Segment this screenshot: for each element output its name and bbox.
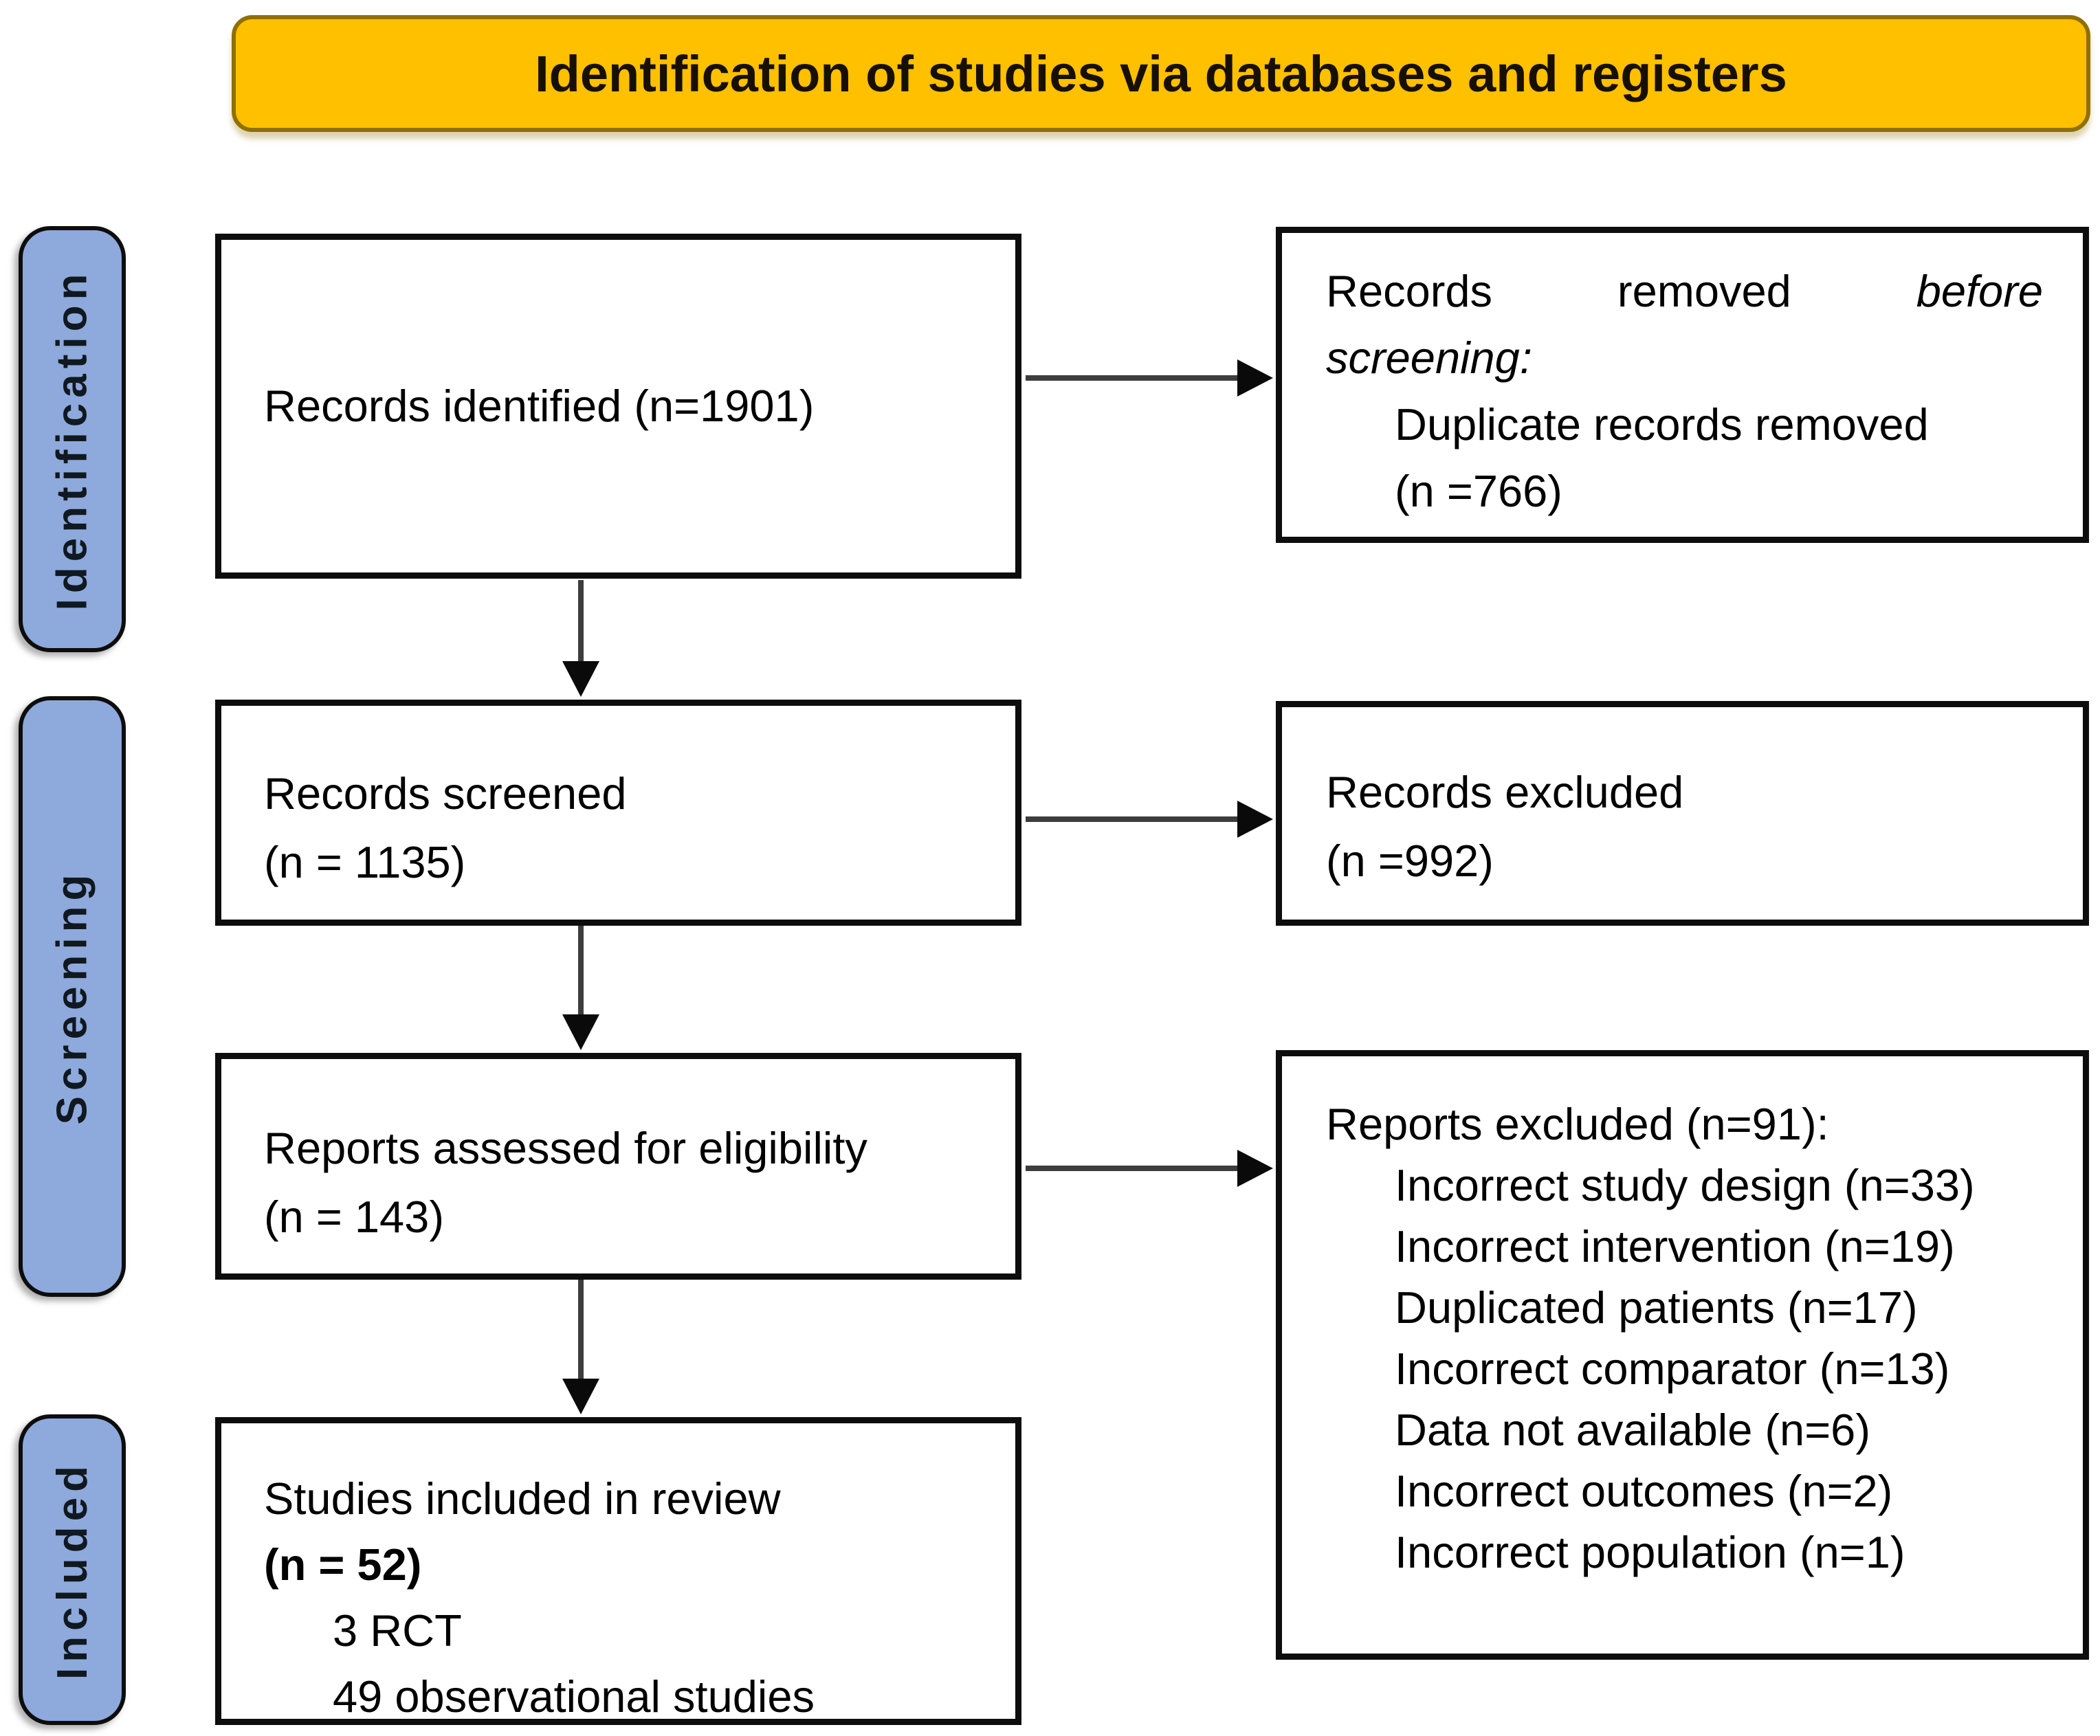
stage-label-identification-text: Identification (48, 268, 96, 610)
arrow-right-icon (1237, 1150, 1273, 1187)
records-removed-word2: removed (1617, 266, 1791, 316)
records-removed-word1: Records (1326, 266, 1493, 316)
box-reports-assessed: Reports assessed for eligibility (n = 14… (215, 1053, 1021, 1280)
box-reports-excluded: Reports excluded (n=91): Incorrect study… (1276, 1050, 2089, 1660)
arrow-down-icon (562, 661, 599, 697)
arrow-right-icon (1237, 359, 1273, 397)
box-studies-included: Studies included in review (n = 52) 3 RC… (215, 1417, 1021, 1725)
records-removed-line2: screening: (1326, 333, 1532, 383)
records-excluded-line1: Records excluded (1326, 767, 1684, 817)
exclusion-reason: Incorrect comparator (n=13) (1395, 1344, 1950, 1394)
reports-assessed-line1: Reports assessed for eligibility (264, 1123, 867, 1173)
reports-excluded-heading: Reports excluded (n=91): (1326, 1099, 1829, 1149)
arrow-down-icon (562, 1014, 599, 1050)
stage-label-included-text: Included (48, 1460, 96, 1680)
records-excluded-line2: (n =992) (1326, 836, 1494, 886)
duplicate-records-count: (n =766) (1395, 466, 1562, 516)
exclusion-reason: Data not available (n=6) (1395, 1405, 1870, 1455)
box-records-removed-before-screening: Records removed before screening: Duplic… (1276, 227, 2089, 543)
box-records-screened: Records screened (n = 1135) (215, 700, 1021, 926)
duplicate-records-removed: Duplicate records removed (1395, 399, 1929, 449)
arrow-down-icon (562, 1379, 599, 1414)
stage-label-included: Included (19, 1414, 126, 1725)
records-screened-line1: Records screened (264, 768, 627, 819)
exclusion-reason: Duplicated patients (n=17) (1395, 1282, 1918, 1333)
exclusion-reason: Incorrect population (n=1) (1395, 1527, 1905, 1577)
studies-included-line1: Studies included in review (264, 1473, 781, 1524)
records-screened-line2: (n = 1135) (264, 837, 466, 887)
studies-included-rct: 3 RCT (333, 1605, 462, 1656)
banner-title: Identification of studies via databases … (535, 45, 1787, 102)
box-records-excluded: Records excluded (n =992) (1276, 701, 2089, 926)
records-removed-word3: before (1916, 266, 2043, 316)
stage-label-screening: Screening (19, 696, 126, 1297)
reports-assessed-line2: (n = 143) (264, 1192, 444, 1242)
studies-included-count: (n = 52) (264, 1539, 422, 1590)
studies-included-observational: 49 observational studies (333, 1671, 815, 1722)
stage-label-screening-text: Screening (48, 869, 96, 1124)
exclusion-reason: Incorrect intervention (n=19) (1395, 1221, 1955, 1271)
records-identified-text: Records identified (n=1901) (264, 381, 815, 431)
stage-label-identification: Identification (19, 226, 126, 652)
exclusion-reason: Incorrect study design (n=33) (1395, 1160, 1975, 1210)
exclusion-reason: Incorrect outcomes (n=2) (1395, 1466, 1893, 1516)
box-records-identified: Records identified (n=1901) (215, 234, 1021, 579)
records-removed-line1: Records removed before (1326, 258, 2043, 324)
banner: Identification of studies via databases … (232, 15, 2090, 132)
arrow-right-icon (1237, 801, 1273, 838)
